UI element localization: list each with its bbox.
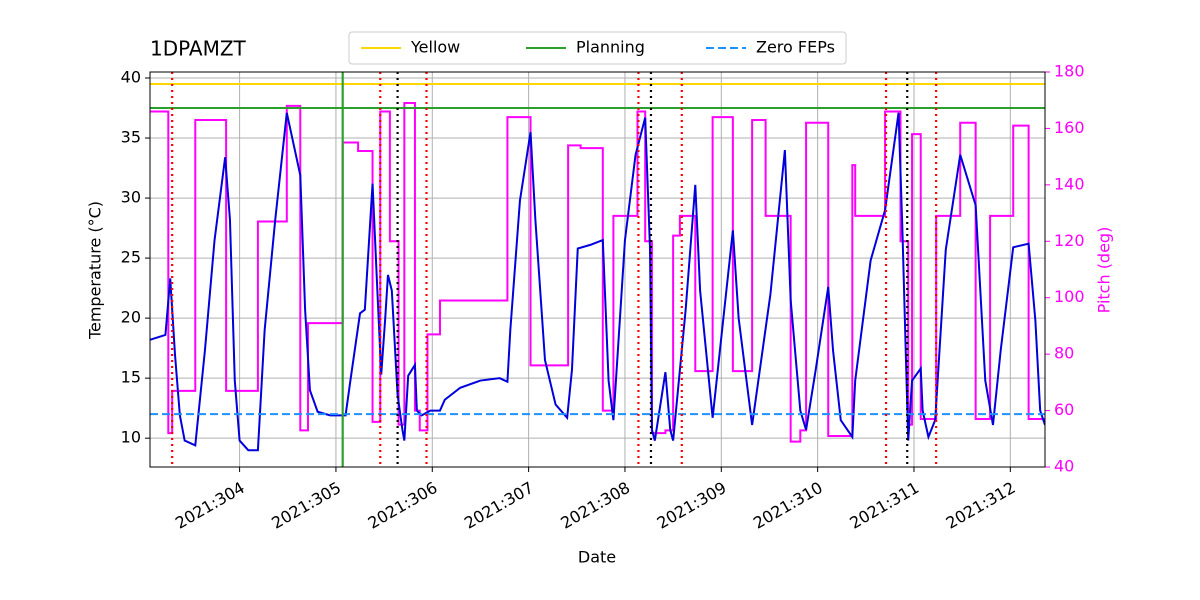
y-tick-label: 30 bbox=[121, 188, 141, 207]
y-axis-label: Temperature (°C) bbox=[86, 201, 105, 340]
series-line bbox=[150, 112, 1045, 452]
x-tick-label: 2021:312 bbox=[943, 478, 1019, 533]
y-tick-label: 40 bbox=[121, 68, 141, 87]
x-tick-label: 2021:310 bbox=[750, 478, 826, 533]
x-tick-label: 2021:308 bbox=[557, 478, 633, 533]
legend-label: Yellow bbox=[410, 38, 460, 57]
legend-label: Planning bbox=[576, 38, 645, 57]
x-tick-label: 2021:307 bbox=[461, 478, 537, 533]
y2-axis-label: Pitch (deg) bbox=[1095, 227, 1114, 314]
y2-tick-label: 80 bbox=[1054, 344, 1074, 363]
y2-tick-label: 160 bbox=[1054, 118, 1085, 137]
x-tick-label: 2021:304 bbox=[172, 478, 248, 533]
y-tick-label: 20 bbox=[121, 308, 141, 327]
y2-tick-label: 100 bbox=[1054, 287, 1085, 306]
y2-tick-label: 180 bbox=[1054, 62, 1085, 81]
y-tick-label: 35 bbox=[121, 128, 141, 147]
x-axis-label: Date bbox=[578, 548, 616, 567]
y2-tick-label: 60 bbox=[1054, 400, 1074, 419]
x-tick-label: 2021:306 bbox=[365, 478, 441, 533]
x-tick-label: 2021:305 bbox=[268, 478, 344, 533]
y-tick-label: 10 bbox=[121, 428, 141, 447]
y2-tick-label: 40 bbox=[1054, 457, 1074, 476]
plot-area bbox=[150, 72, 1045, 467]
legend-label: Zero FEPs bbox=[756, 38, 835, 57]
y-tick-label: 25 bbox=[121, 248, 141, 267]
legend-box bbox=[348, 31, 847, 65]
chart-title: 1DPAMZT bbox=[150, 37, 247, 61]
plot-frame bbox=[149, 71, 1046, 468]
y2-tick-label: 120 bbox=[1054, 231, 1085, 250]
x-tick-label: 2021:311 bbox=[846, 478, 922, 533]
y2-tick-label: 140 bbox=[1054, 174, 1085, 193]
y-tick-label: 15 bbox=[121, 368, 141, 387]
x-tick-label: 2021:309 bbox=[654, 478, 730, 533]
